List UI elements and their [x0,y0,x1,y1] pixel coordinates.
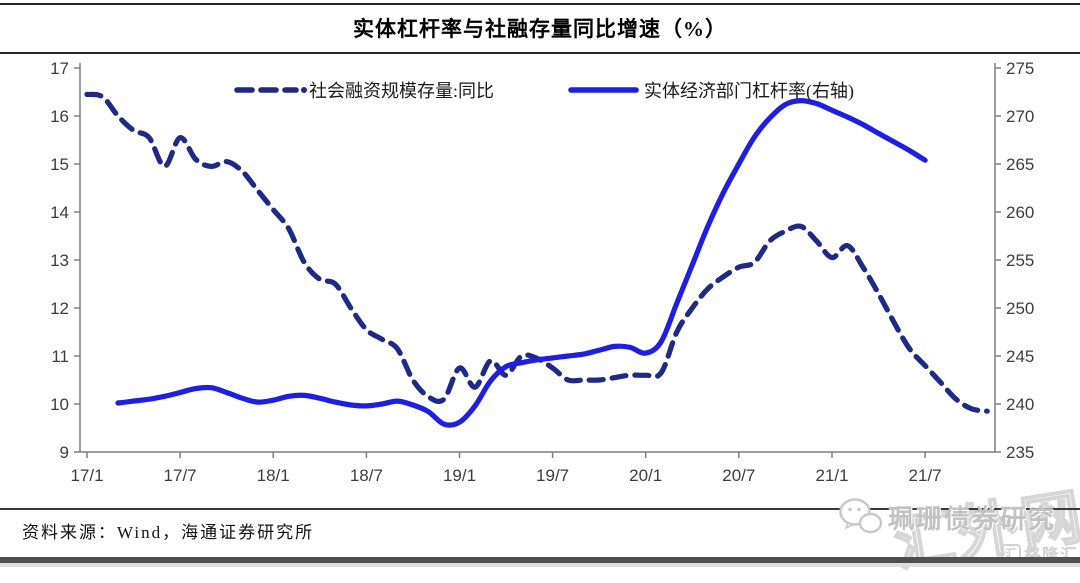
y-axis-left-label: 11 [51,347,69,366]
x-axis-label: 21/1 [815,466,848,485]
chart-title: 实体杠杆率与社融存量同比增速（%） [353,17,727,41]
footer-divider [0,508,1080,510]
y-axis-right-label: 255 [1006,251,1034,270]
y-axis-right-label: 265 [1006,155,1034,174]
y-axis-right-label: 275 [1006,59,1034,78]
y-axis-right-label: 245 [1006,347,1034,366]
x-axis-label: 18/7 [350,466,383,485]
y-axis-left-label: 9 [60,443,69,462]
series-line-leverage-ratio [115,98,928,428]
wechat-watermark: 珮珊债券研究 [838,497,1056,537]
x-axis-label: 20/7 [722,466,755,485]
y-axis-right-label: 260 [1006,203,1034,222]
y-axis-right-label: 235 [1006,443,1034,462]
x-axis-label: 18/1 [257,466,290,485]
bottom-border-dark [0,557,1080,563]
y-axis-right-label: 250 [1006,299,1034,318]
legend-dash-dot [301,87,307,93]
chart-canvas: 17 16 15 14 13 12 11 10 9 275 270 265 260 255 250 245 24… [50,59,1034,485]
legend-label-0: 社会融资规模存量:同比 [309,81,494,101]
x-axis-label: 19/7 [536,466,569,485]
y-axis-right-label: 270 [1006,107,1034,126]
y-axis-left-label: 10 [50,395,69,414]
bottom-border-light [0,563,1080,567]
y-axis-left-label: 12 [50,299,69,318]
y-axis-left-label: 17 [50,59,69,78]
legend-label-1: 实体经济部门杠杆率(右轴) [644,81,854,102]
x-axis-label: 19/1 [443,466,476,485]
y-axis-left-label: 14 [50,203,69,222]
x-axis-label: 21/7 [909,466,942,485]
wechat-icon [839,498,883,534]
y-axis-right-label: 240 [1006,395,1034,414]
y-axis-left-label: 15 [50,155,69,174]
x-axis-label: 17/7 [164,466,197,485]
series-line-socfin-yoy [84,91,990,414]
report-chart-page: { "title": "实体杠杆率与社融存量同比增速（%）", "source_… [0,3,1080,580]
source-note: 资料来源：Wind，海通证券研究所 [22,523,315,542]
x-axis-label: 20/1 [629,466,662,485]
wechat-account-name: 珮珊债券研究 [888,504,1057,534]
x-axis-label: 17/1 [70,466,103,485]
y-axis-left-label: 16 [50,107,69,126]
y-axis-left-label: 13 [50,251,69,270]
title-divider [0,52,1080,54]
top-divider [0,3,1080,5]
